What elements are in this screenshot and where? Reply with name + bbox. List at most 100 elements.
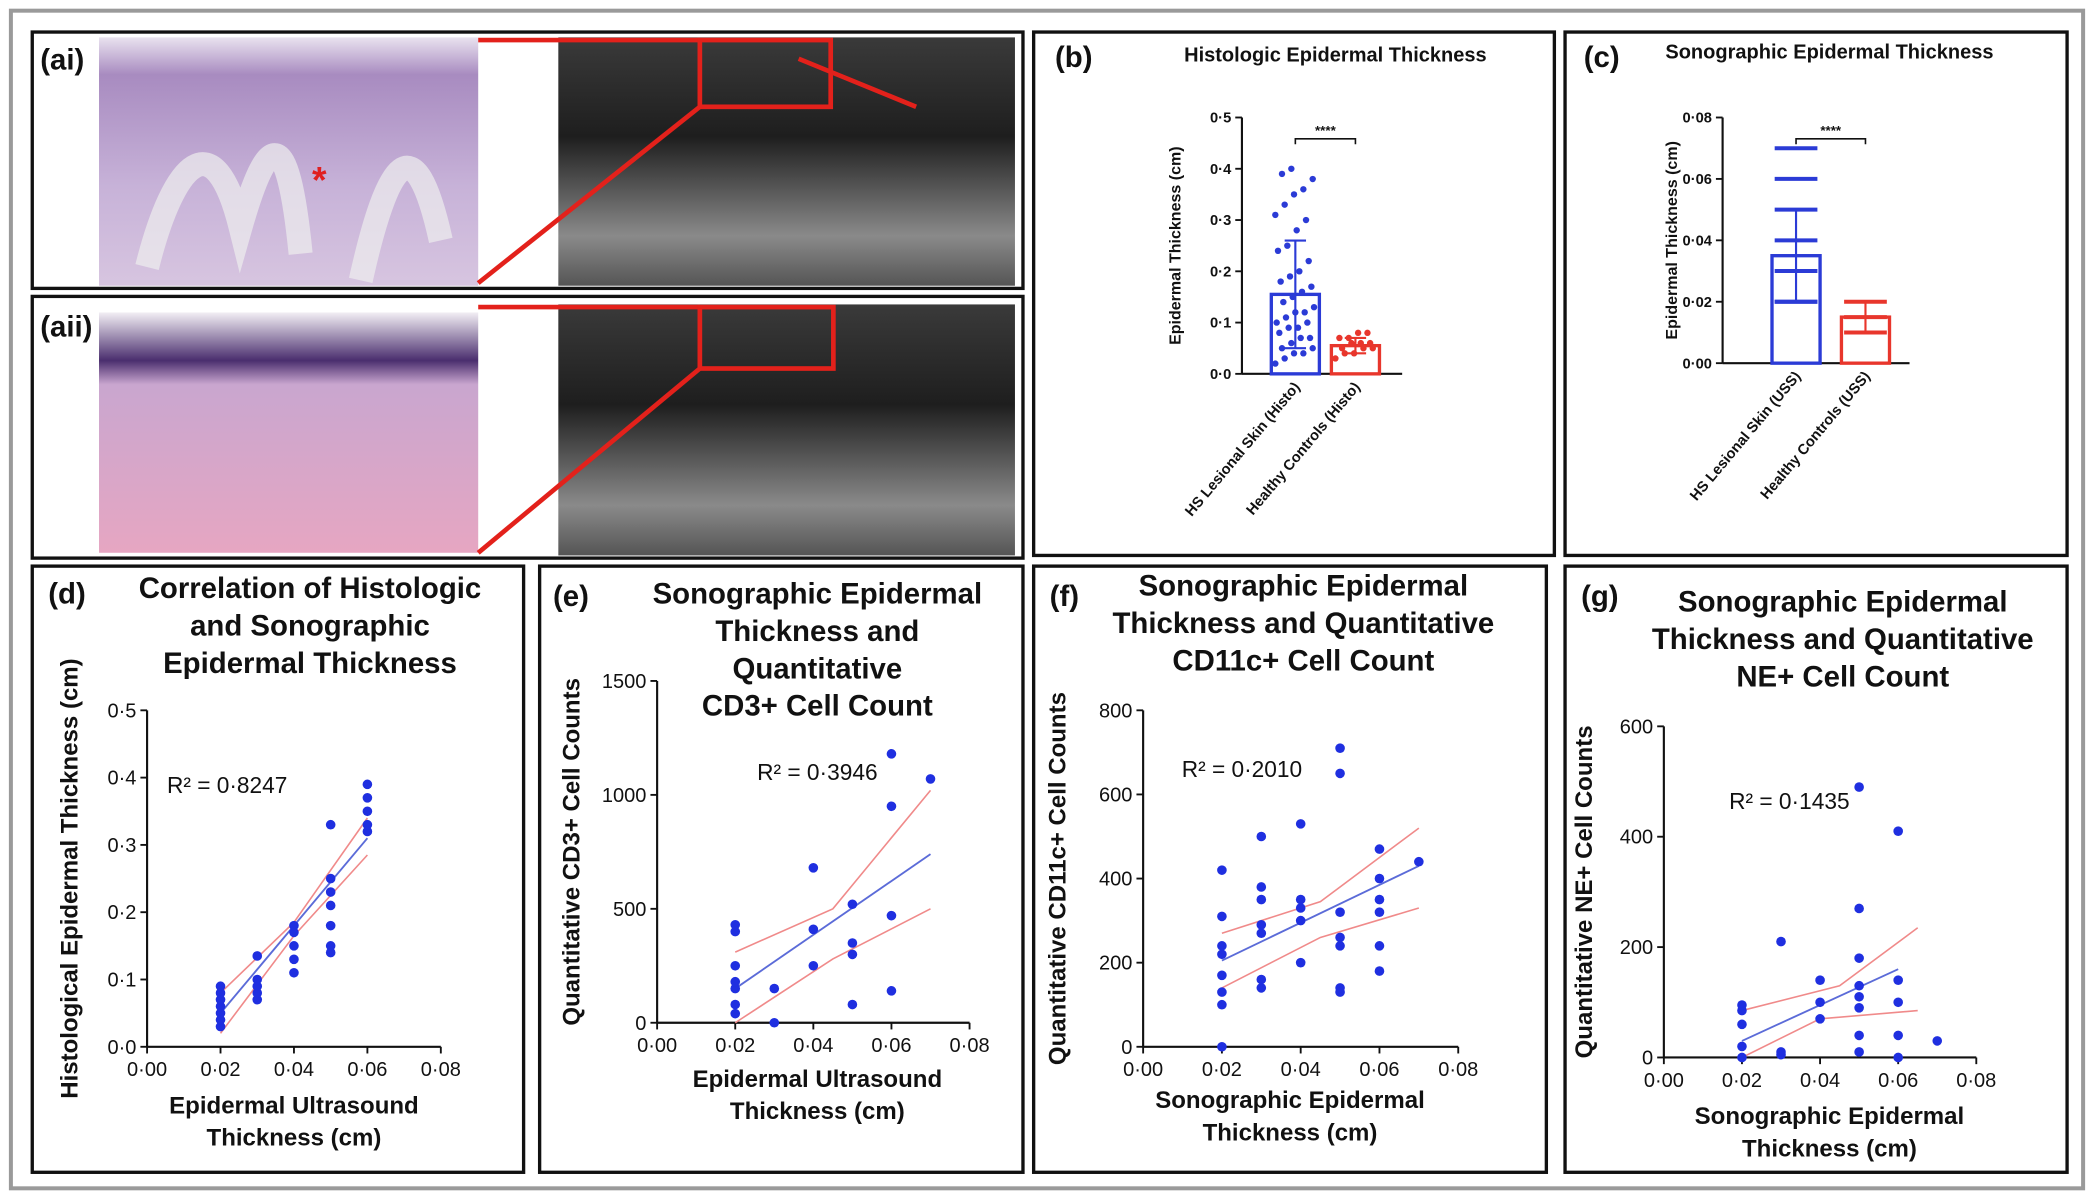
y-tick-label: 1000 bbox=[602, 785, 647, 807]
x-tick-label: 0·02 bbox=[1202, 1059, 1242, 1081]
chart-title: Sonographic Epidermal bbox=[653, 578, 983, 611]
data-point bbox=[1282, 314, 1290, 321]
panel-frame bbox=[30, 30, 1025, 291]
data-point bbox=[1288, 165, 1295, 172]
data-point bbox=[1294, 324, 1302, 331]
annotation: R² = 0·3946 bbox=[757, 759, 877, 785]
data-point bbox=[1893, 997, 1903, 1008]
data-point bbox=[1217, 970, 1227, 981]
data-point bbox=[1304, 319, 1311, 326]
panel-frame bbox=[1563, 30, 2069, 558]
data-point bbox=[325, 873, 336, 884]
data-point bbox=[215, 988, 226, 998]
confidence-band bbox=[1741, 927, 1919, 1012]
data-point bbox=[1893, 975, 1903, 986]
y-tick-label: 0·08 bbox=[1683, 111, 1712, 127]
data-point bbox=[325, 819, 336, 830]
y-tick-label: 800 bbox=[1099, 700, 1132, 722]
x-tick-label: 0·04 bbox=[1281, 1059, 1321, 1081]
data-point bbox=[1284, 242, 1291, 249]
data-point bbox=[1374, 894, 1385, 905]
panel-label: (g) bbox=[1581, 580, 1619, 613]
data-point bbox=[1332, 355, 1339, 362]
data-point bbox=[808, 924, 819, 935]
data-point bbox=[215, 981, 226, 992]
y-tick-label: 400 bbox=[1099, 869, 1132, 891]
data-point bbox=[1295, 903, 1306, 913]
data-point bbox=[1776, 1047, 1786, 1057]
asterisk: * bbox=[312, 158, 327, 200]
data-point bbox=[1335, 743, 1345, 753]
y-tick-label: 0·2 bbox=[107, 902, 136, 924]
data-point bbox=[1345, 334, 1352, 342]
data-point bbox=[325, 900, 336, 911]
data-point bbox=[362, 792, 373, 803]
data-point bbox=[215, 1001, 226, 1012]
y-tick-label: 600 bbox=[1620, 716, 1653, 738]
data-point bbox=[252, 951, 263, 961]
data-point bbox=[1295, 915, 1306, 926]
data-point bbox=[1274, 247, 1282, 255]
data-point bbox=[1298, 288, 1306, 296]
data-point bbox=[1335, 907, 1345, 918]
data-point bbox=[1893, 1030, 1903, 1041]
chart-title: Sonographic Epidermal bbox=[1139, 569, 1469, 602]
x-tick-label: 0·08 bbox=[950, 1035, 990, 1057]
panel-label: (f) bbox=[1050, 580, 1079, 613]
y-tick-label: 0·1 bbox=[1210, 316, 1231, 332]
significance-bracket bbox=[1294, 138, 1357, 145]
data-point bbox=[1256, 928, 1267, 939]
data-point bbox=[730, 1008, 741, 1019]
data-point bbox=[1280, 298, 1287, 306]
y-tick-label: 600 bbox=[1099, 784, 1132, 806]
chart-title: NE+ Cell Count bbox=[1736, 660, 1949, 693]
data-point bbox=[1338, 345, 1346, 352]
x-tick-label: 0·08 bbox=[1438, 1059, 1478, 1081]
data-point bbox=[215, 1015, 226, 1025]
data-point bbox=[1350, 350, 1358, 357]
panel-frame bbox=[30, 564, 526, 1174]
data-point bbox=[1256, 974, 1267, 985]
data-point bbox=[1737, 1019, 1747, 1030]
data-point bbox=[730, 960, 741, 971]
data-point bbox=[1217, 865, 1227, 875]
y-tick-label: 400 bbox=[1620, 827, 1653, 849]
data-point bbox=[886, 986, 897, 996]
data-point bbox=[1776, 936, 1786, 947]
y-tick-label: 0·1 bbox=[107, 970, 136, 992]
data-point bbox=[808, 960, 819, 971]
data-point bbox=[808, 862, 819, 873]
data-point bbox=[252, 994, 263, 1005]
confidence-band bbox=[734, 789, 932, 953]
data-point bbox=[1354, 329, 1362, 337]
data-point bbox=[1893, 1052, 1903, 1063]
chart-title: Sonographic Epidermal Thickness bbox=[1665, 42, 1993, 64]
annotation: R² = 0·2010 bbox=[1182, 756, 1302, 782]
x-tick-label: 0·00 bbox=[1123, 1059, 1163, 1081]
x-tick-label: 0·00 bbox=[127, 1059, 167, 1081]
chart-title: Correlation of Histologic bbox=[139, 572, 482, 605]
data-point bbox=[1932, 1036, 1943, 1046]
data-point bbox=[1256, 920, 1267, 930]
x-axis-label: Thickness (cm) bbox=[730, 1098, 905, 1125]
data-point bbox=[1256, 894, 1267, 905]
data-point bbox=[1369, 345, 1376, 352]
data-point bbox=[1295, 894, 1306, 905]
y-tick-label: 0·06 bbox=[1683, 172, 1712, 188]
data-point bbox=[1854, 903, 1864, 914]
confidence-band bbox=[1221, 827, 1420, 934]
data-point bbox=[325, 920, 336, 931]
data-point bbox=[1300, 350, 1307, 357]
x-tick-label: 0·04 bbox=[793, 1035, 833, 1057]
x-axis-label: Epidermal Ultrasound bbox=[693, 1066, 943, 1093]
y-tick-label: 200 bbox=[1620, 937, 1653, 959]
data-point bbox=[847, 999, 858, 1010]
data-point bbox=[1335, 941, 1345, 951]
data-point bbox=[769, 1017, 780, 1028]
data-point bbox=[1286, 273, 1294, 280]
chart-title: Epidermal Thickness bbox=[163, 647, 457, 680]
data-point bbox=[1335, 768, 1345, 779]
data-point bbox=[1854, 1047, 1864, 1057]
data-point bbox=[1335, 932, 1345, 943]
data-point bbox=[730, 919, 741, 930]
